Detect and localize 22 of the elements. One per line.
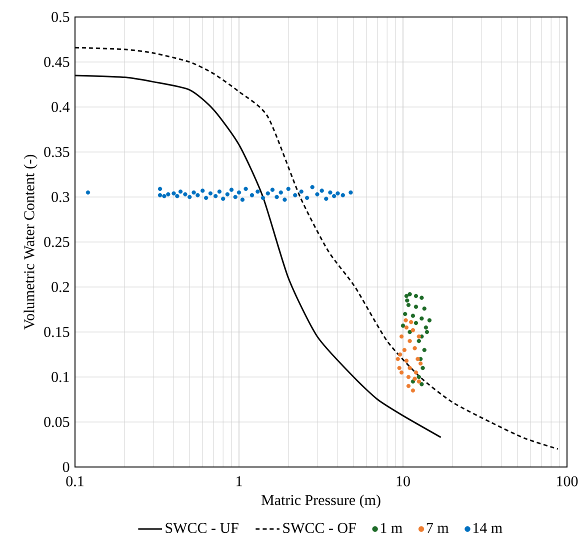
x-tick-label: 10 — [396, 476, 410, 486]
y-tick-label: 0 — [62, 462, 70, 472]
y-tick-label: 0.5 — [52, 12, 70, 22]
y-tick-label: 0.2 — [52, 282, 69, 292]
y-tick-label: 0.25 — [44, 236, 70, 248]
legend-label: 14 m — [473, 522, 502, 533]
legend-label: SWCC - UF — [166, 522, 238, 534]
y-tick-label: 0.15 — [44, 326, 70, 338]
y-tick-label: 0.45 — [44, 56, 70, 68]
x-tick-label: 0.1 — [66, 476, 84, 486]
legend-label: SWCC - OF — [283, 522, 356, 534]
y-tick-label: 0.35 — [44, 146, 70, 158]
x-tick-label: 1 — [236, 476, 242, 486]
y-axis-title: Volumetric Water Content (-) — [24, 154, 38, 330]
x-tick-label: 100 — [557, 476, 578, 486]
y-tick-label: 0.3 — [52, 192, 70, 202]
legend-label: 7 m — [426, 522, 449, 533]
y-tick-label: 0.4 — [52, 102, 70, 112]
y-tick-label: 0.05 — [44, 416, 70, 428]
x-axis-title: Matric Pressure (m) — [261, 494, 380, 508]
y-tick-label: 0.1 — [52, 372, 69, 382]
legend-label: 1 m — [381, 522, 402, 533]
